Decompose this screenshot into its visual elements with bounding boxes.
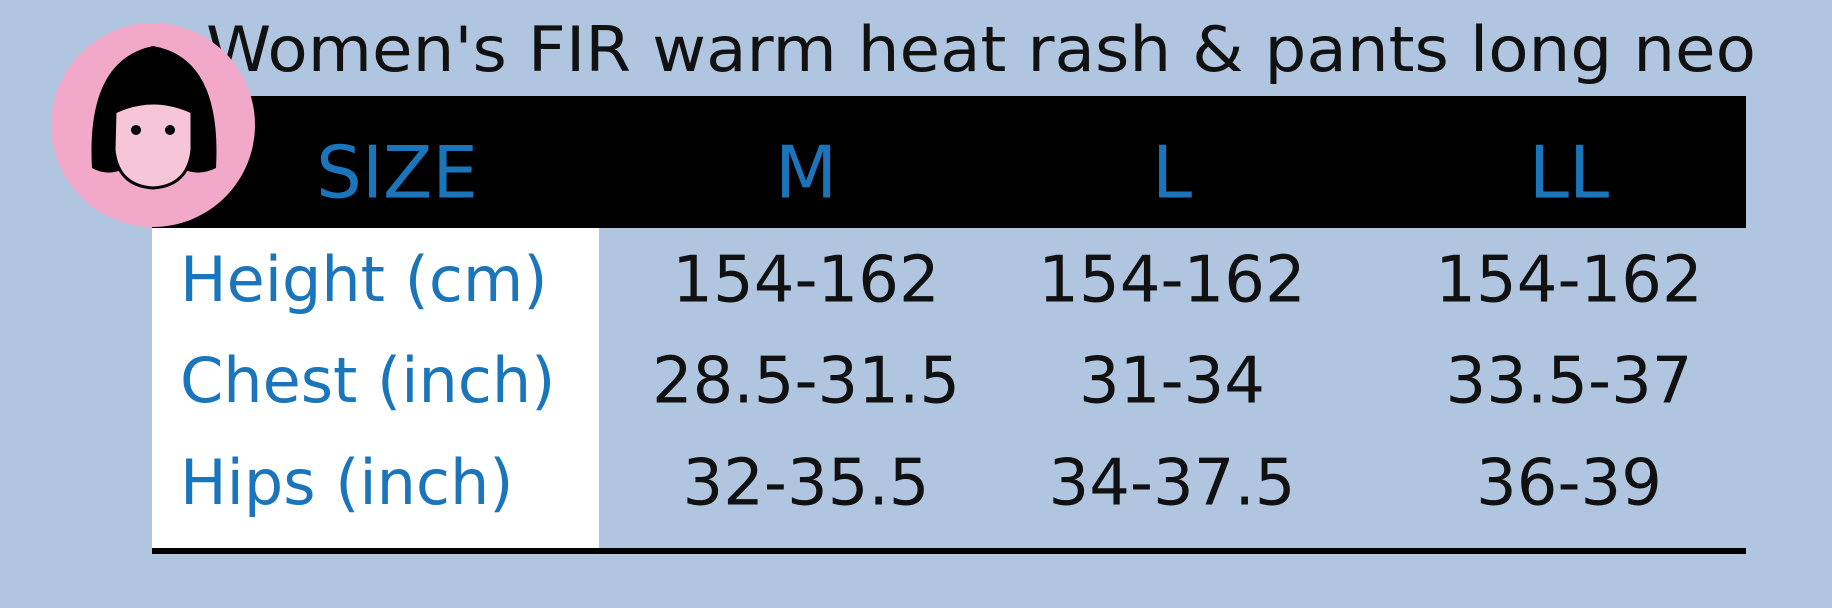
- cell-value: 154-162: [1038, 244, 1305, 318]
- cell-value: 154-162: [672, 244, 939, 318]
- row-label: Chest (inch): [180, 344, 555, 417]
- cell-value: 33.5-37: [1445, 345, 1692, 419]
- label-column: [152, 228, 599, 549]
- avatar-icon: [51, 23, 255, 227]
- header-cell: SIZE: [316, 131, 478, 215]
- row-label: Hips (inch): [180, 446, 514, 519]
- cell-value: 36-39: [1476, 447, 1662, 521]
- cell-value: 28.5-31.5: [652, 345, 960, 419]
- header-bar: [152, 96, 1746, 228]
- title: Women's FIR warm heat rash & pants long …: [206, 13, 1756, 86]
- cell-value: 34-37.5: [1048, 447, 1295, 521]
- header-cell: M: [775, 131, 837, 215]
- cell-value: 154-162: [1435, 244, 1702, 318]
- row-label: Height (cm): [180, 243, 548, 316]
- cell-value: 31-34: [1079, 345, 1265, 419]
- header-cell: LL: [1529, 131, 1609, 215]
- cell-value: 32-35.5: [682, 447, 929, 521]
- bottom-rule: [152, 548, 1746, 554]
- header-cell: L: [1152, 131, 1192, 215]
